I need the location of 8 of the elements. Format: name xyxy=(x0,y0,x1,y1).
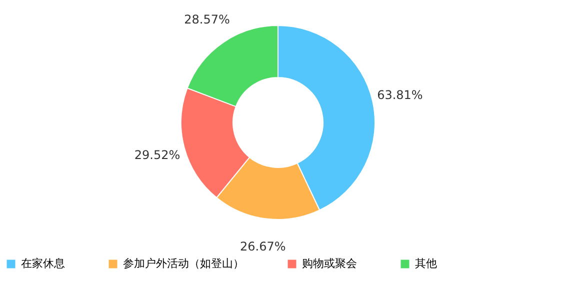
legend-label: 购物或聚会 xyxy=(302,257,357,270)
data-label: 26.67% xyxy=(240,240,286,254)
legend-label: 其他 xyxy=(415,257,437,270)
legend-label: 在家休息 xyxy=(21,257,65,270)
legend-label: 参加户外活动（如登山） xyxy=(123,257,244,270)
data-label: 29.52% xyxy=(134,148,180,162)
data-label: 28.57% xyxy=(184,12,230,27)
data-label: 63.81% xyxy=(377,88,423,102)
